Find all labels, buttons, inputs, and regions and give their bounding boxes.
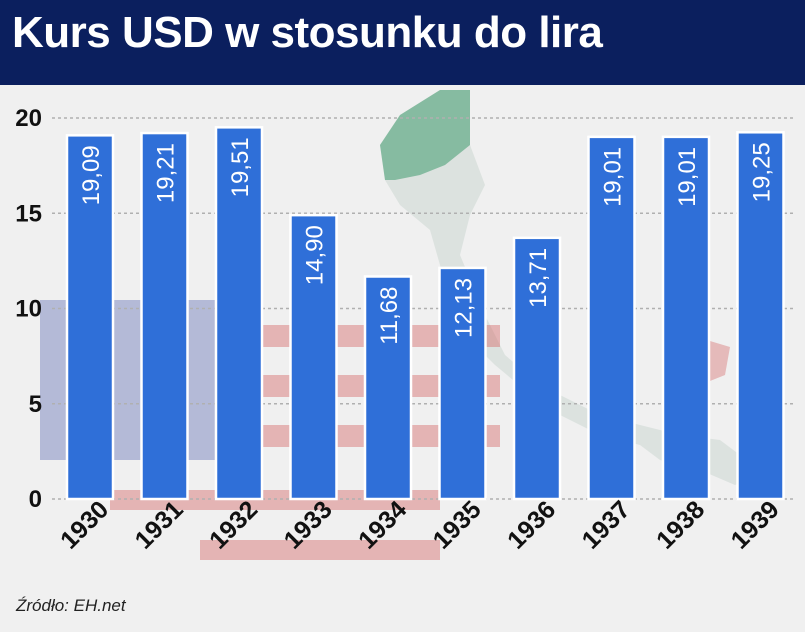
bar: [140, 131, 189, 501]
bar: [512, 236, 562, 501]
x-tick-label: 1936: [502, 495, 561, 554]
y-tick-label: 10: [15, 296, 42, 323]
x-tick-label: 1937: [577, 495, 636, 554]
bar-value-label: 19,25: [749, 142, 776, 202]
title-bar: Kurs USD w stosunku do lira: [0, 0, 805, 85]
bar: [587, 135, 636, 501]
bar-value-label: 19,21: [153, 143, 180, 203]
bars: 19,09 19,21 19,51 14,90 11,68 12,13 13,71 19,01…: [65, 126, 785, 501]
chart-title: Kurs USD w stosunku do lira: [12, 8, 603, 57]
bar-value-label: 13,71: [525, 248, 552, 308]
bar-value-label: 19,01: [674, 147, 701, 207]
x-tick-label: 1939: [726, 495, 785, 554]
italy-map-shape: [380, 90, 760, 485]
bar: [65, 134, 115, 501]
x-tick-label: 1938: [651, 495, 710, 554]
y-axis: 0 5 10 15 20: [15, 105, 42, 513]
y-tick-label: 0: [29, 486, 42, 513]
y-tick-label: 20: [15, 105, 42, 132]
bar-value-label: 19,01: [600, 147, 627, 207]
y-tick-label: 5: [29, 391, 42, 418]
usa-flag-stripe: [110, 490, 440, 510]
bar-value-label: 19,09: [78, 145, 105, 205]
usa-flag-stripe: [200, 540, 440, 560]
bar-value-label: 19,51: [227, 137, 254, 197]
bar-value-label: 14,90: [302, 225, 329, 285]
bar: [214, 126, 264, 501]
bar: [661, 135, 711, 501]
y-tick-label: 15: [15, 200, 42, 227]
bar: [363, 275, 413, 501]
bar: [736, 131, 785, 501]
bar: [289, 213, 338, 501]
italy-green-stripe: [380, 90, 470, 180]
bar: [438, 266, 487, 501]
bar-value-label: 12,13: [451, 278, 478, 338]
x-tick-label: 1930: [55, 495, 114, 554]
bar-value-label: 11,68: [376, 286, 403, 344]
source-note: Źródło: EH.net: [16, 596, 126, 615]
